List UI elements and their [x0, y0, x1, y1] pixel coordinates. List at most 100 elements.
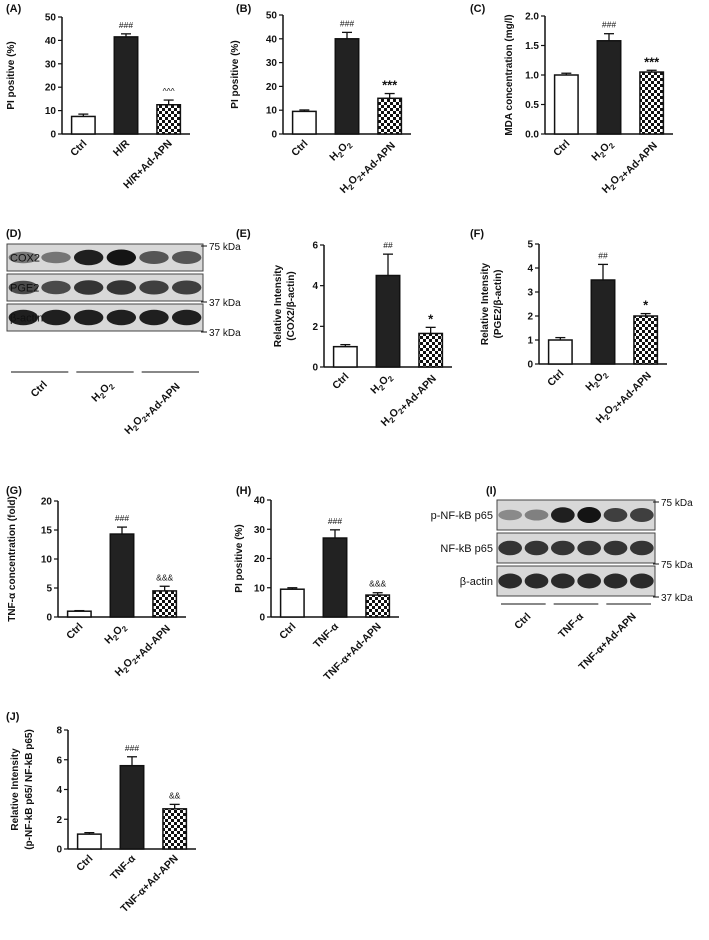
blot-band [577, 573, 602, 589]
blot-band [550, 540, 575, 556]
y-axis-label-2: (p-NF-kB p65/ NF-kB p65) [24, 729, 35, 850]
western-blot-d: (D) COX2 75 kDa PGE2 37 kDa β-actin 37 kDa Ctrl… [6, 228, 241, 439]
bar [109, 533, 135, 618]
marker-label: 37 kDa [209, 328, 241, 339]
bar [279, 588, 305, 618]
band-label: PGE2 [10, 283, 39, 295]
category-label: H2O2 [102, 620, 130, 648]
bar [291, 110, 317, 135]
y-axis-label: Relative Intensity [10, 748, 21, 831]
y-axis-label: PI positive (%) [234, 524, 245, 592]
panel-label: (D) [6, 228, 22, 240]
band-label: NF-kB p65 [440, 543, 493, 555]
category-label: H2O2 [327, 137, 355, 165]
blot-band [41, 280, 71, 295]
blot-band [41, 309, 71, 326]
blot-band [8, 309, 39, 326]
category-label: Ctrl [277, 621, 298, 642]
bar [633, 315, 659, 365]
y-tick-label: 10 [254, 583, 266, 594]
bar [553, 74, 579, 135]
bar [332, 345, 358, 368]
bar [70, 115, 96, 135]
bar [76, 833, 102, 850]
significance-label: ### [115, 513, 129, 523]
marker-label: 37 kDa [209, 298, 241, 309]
blot-band [577, 540, 602, 556]
panel-label: (I) [486, 485, 497, 497]
y-tick-label: 50 [266, 11, 278, 22]
bar [547, 339, 573, 365]
y-axis-label: Relative Intensity [273, 264, 284, 347]
bar [322, 537, 348, 618]
y-tick-label: 0 [56, 845, 62, 856]
significance-label: ## [598, 250, 608, 260]
blot-band [171, 251, 202, 264]
chart-e: (E) 0 2 4 6 Relative Intensity (COX2/β-actin) C… [236, 228, 452, 429]
y-tick-label: 8 [56, 726, 62, 737]
panel-label: (F) [470, 228, 484, 240]
chart-c: (C) 0.0 0.5 1.0 1.5 2.0 MDA concentration (mg/… [470, 3, 673, 196]
blot-band [629, 573, 654, 589]
blot-band [577, 507, 602, 523]
blot-band [139, 309, 169, 326]
band-label: β-actin [10, 313, 43, 325]
blot-band [73, 280, 104, 295]
y-tick-label: 0.5 [525, 100, 539, 111]
significance-label: *** [644, 54, 660, 69]
group-label: Ctrl [29, 379, 50, 400]
category-label: Ctrl [74, 853, 95, 874]
category-label: Ctrl [68, 138, 89, 159]
y-tick-label: 6 [312, 241, 318, 252]
significance-label: ### [328, 516, 342, 526]
blot-band [603, 573, 628, 589]
y-tick-label: 2 [527, 312, 533, 323]
y-axis-label: PI positive (%) [6, 41, 17, 109]
category-label: H2O2 [589, 137, 617, 165]
y-tick-label: 20 [266, 82, 278, 93]
group-label: H2O2+Ad-APN [122, 379, 182, 439]
bar [377, 97, 403, 135]
y-tick-label: 2 [56, 815, 62, 826]
blot-band [41, 251, 71, 264]
blot-band [498, 573, 523, 589]
y-tick-label: 0 [259, 613, 265, 624]
blot-band [139, 251, 169, 264]
blot-band [603, 508, 628, 522]
y-axis-label: TNF-α concentration (fold) [7, 496, 18, 622]
significance-label: &&& [369, 579, 386, 589]
y-tick-label: 50 [45, 13, 57, 24]
y-tick-label: 20 [254, 554, 266, 565]
blot-band [603, 540, 628, 556]
bar [152, 590, 178, 618]
y-tick-label: 4 [527, 264, 533, 275]
y-tick-label: 20 [45, 83, 57, 94]
y-tick-label: 30 [254, 525, 266, 536]
chart-b: (B) 0 10 20 30 40 50 PI positive (%) Ctrl ### H2O2… [230, 3, 411, 196]
blot-band [550, 573, 575, 589]
category-label: Ctrl [64, 621, 85, 642]
category-label: TNF-α [108, 852, 138, 882]
marker-label: 75 kDa [661, 498, 693, 509]
band-label: β-actin [460, 576, 493, 588]
y-tick-label: 3 [527, 288, 533, 299]
blot-band [550, 507, 575, 523]
blot-band [524, 573, 549, 589]
marker-label: 75 kDa [209, 242, 241, 253]
y-axis-label: MDA concentration (mg/l) [504, 14, 515, 135]
blot-row [6, 273, 204, 302]
bar [596, 40, 622, 135]
bar [418, 332, 444, 368]
y-tick-label: 5 [527, 240, 533, 251]
blot-row [6, 243, 204, 272]
y-tick-label: 6 [56, 755, 62, 766]
group-label: Ctrl [512, 611, 533, 632]
category-label: Ctrl [545, 368, 566, 389]
blot-row [496, 565, 656, 597]
category-label: TNF-α [311, 620, 341, 650]
y-tick-label: 1 [527, 336, 533, 347]
band-label: p-NF-kB p65 [431, 510, 493, 522]
significance-label: ^^^ [163, 86, 175, 96]
chart-h: (H) 0 10 20 30 40 PI positive (%) Ctrl ### TNF-α &… [234, 485, 399, 683]
